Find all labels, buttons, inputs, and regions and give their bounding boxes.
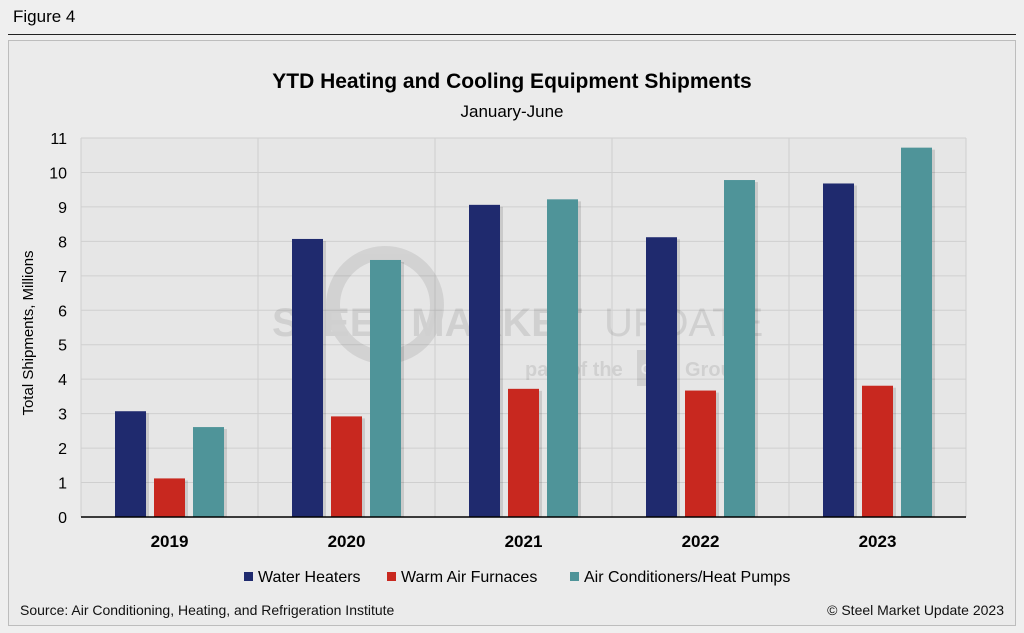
x-tick-labels: 2019 2020 2021 2022 2023 — [151, 532, 897, 551]
legend-swatch — [387, 572, 396, 581]
y-tick-label: 2 — [58, 441, 67, 458]
chart-title: YTD Heating and Cooling Equipment Shipme… — [272, 70, 752, 93]
bar-warm-air-furnaces-2022 — [685, 390, 716, 517]
bar-warm-air-furnaces-2020 — [331, 416, 362, 517]
y-tick-label: 9 — [58, 200, 67, 217]
legend-label: Air Conditioners/Heat Pumps — [584, 569, 790, 586]
x-tick-label: 2020 — [328, 532, 366, 551]
y-tick-label: 11 — [50, 131, 67, 148]
y-tick-label: 0 — [58, 510, 67, 527]
y-tick-label: 6 — [58, 303, 67, 320]
y-tick-label: 8 — [58, 234, 67, 251]
y-tick-label: 7 — [58, 269, 67, 286]
bar-warm-air-furnaces-2023 — [862, 385, 893, 517]
x-tick-label: 2021 — [505, 532, 543, 551]
x-tick-label: 2019 — [151, 532, 189, 551]
y-tick-label: 3 — [58, 407, 67, 424]
x-tick-label: 2023 — [859, 532, 897, 551]
bars-layer — [115, 147, 935, 518]
bar-air-conditioners-heat-pumps-2019 — [193, 427, 224, 517]
header-divider — [8, 34, 1016, 35]
bar-water-heaters-2020 — [292, 238, 323, 517]
y-tick-label: 1 — [58, 476, 67, 493]
x-tick-label: 2022 — [682, 532, 720, 551]
legend-swatch — [244, 572, 253, 581]
source-note: Source: Air Conditioning, Heating, and R… — [20, 602, 395, 618]
figure-label: Figure 4 — [13, 7, 76, 26]
bar-water-heaters-2022 — [646, 237, 677, 517]
bar-warm-air-furnaces-2021 — [508, 388, 539, 517]
y-tick-label: 10 — [49, 165, 67, 182]
y-tick-label: 4 — [58, 372, 67, 389]
copyright-note: © Steel Market Update 2023 — [827, 602, 1004, 618]
bar-air-conditioners-heat-pumps-2021 — [547, 199, 578, 517]
y-tick-label: 5 — [58, 338, 67, 355]
y-tick-labels: 0 1 2 3 4 5 6 7 8 9 10 11 — [49, 131, 67, 527]
watermark-brand-left: STEEL MARKET — [272, 301, 582, 345]
bar-air-conditioners-heat-pumps-2022 — [724, 180, 755, 517]
bar-warm-air-furnaces-2019 — [154, 478, 185, 517]
chart-subtitle: January-June — [460, 102, 563, 121]
legend: Water Heaters Warm Air Furnaces Air Condit… — [244, 569, 790, 586]
bar-water-heaters-2021 — [469, 204, 500, 518]
bar-water-heaters-2023 — [823, 183, 854, 518]
legend-label: Warm Air Furnaces — [401, 569, 537, 586]
legend-swatch — [570, 572, 579, 581]
bar-air-conditioners-heat-pumps-2023 — [901, 147, 932, 517]
bar-air-conditioners-heat-pumps-2020 — [370, 259, 401, 517]
bar-water-heaters-2019 — [115, 411, 146, 517]
y-axis-label: Total Shipments, Millions — [20, 250, 37, 415]
legend-label: Water Heaters — [258, 569, 361, 586]
